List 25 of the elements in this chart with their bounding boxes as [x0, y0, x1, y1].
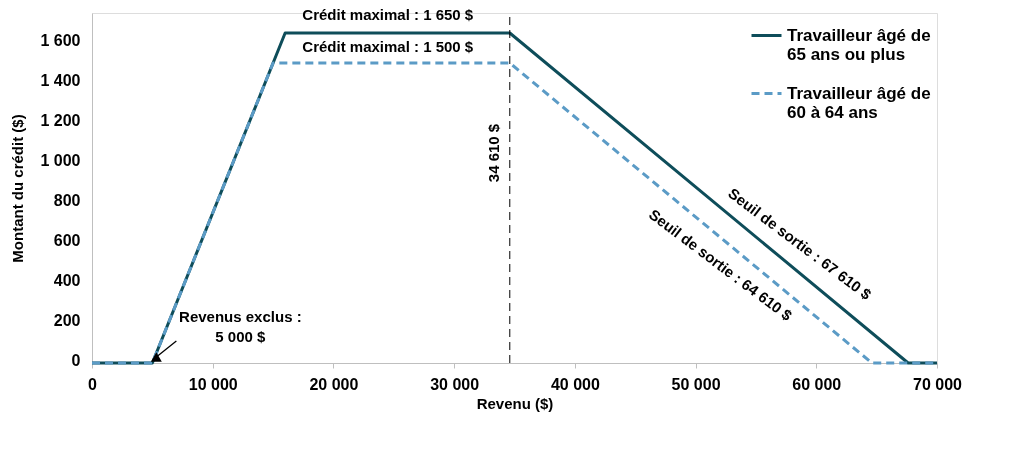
x-tick-label: 20 000	[309, 375, 359, 393]
annotation: Crédit maximal : 1 500 $	[302, 38, 474, 55]
x-tick-label: 70 000	[913, 375, 963, 393]
y-tick-label: 400	[53, 271, 81, 289]
y-tick-label: 200	[53, 311, 81, 329]
y-tick-label: 1 600	[40, 31, 81, 49]
y-tick-label: 600	[53, 231, 81, 249]
x-tick-label: 30 000	[430, 375, 480, 393]
y-tick-label: 1 400	[40, 71, 81, 89]
x-tick-label: 50 000	[671, 375, 721, 393]
x-tick-label: 10 000	[188, 375, 238, 393]
y-axis-title: Montant du crédit ($)	[9, 114, 27, 263]
annotation: Crédit maximal : 1 650 $	[302, 6, 474, 23]
y-tick-label: 1 000	[40, 151, 81, 169]
ref-line-label: 34 610 $	[484, 123, 502, 183]
y-tick-label: 0	[71, 351, 81, 369]
y-tick-label: 1 200	[40, 111, 81, 129]
annotation: Revenus exclus : 5 000 $	[179, 308, 302, 345]
legend-label: Travailleur âgé de 60 à 64 ans	[787, 83, 931, 122]
x-tick-label: 60 000	[792, 375, 842, 393]
y-tick-label: 800	[53, 191, 81, 209]
x-tick-label: 40 000	[550, 375, 600, 393]
legend-label: Travailleur âgé de 65 ans ou plus	[787, 25, 931, 64]
x-axis-title: Revenu ($)	[476, 394, 554, 412]
x-tick-label: 0	[88, 375, 98, 393]
